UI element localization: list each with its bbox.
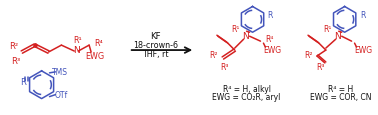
Text: R: R xyxy=(360,11,365,20)
Text: R¹: R¹ xyxy=(73,35,82,44)
Text: R¹: R¹ xyxy=(232,25,240,33)
Text: R: R xyxy=(20,78,26,86)
Text: N: N xyxy=(242,31,249,40)
Text: TMS: TMS xyxy=(53,68,68,77)
Text: R⁴ = H: R⁴ = H xyxy=(328,84,353,93)
Text: R²: R² xyxy=(9,41,19,50)
Text: R²: R² xyxy=(304,50,312,59)
Text: R⁴ = H, alkyl: R⁴ = H, alkyl xyxy=(223,84,271,93)
Text: EWG = COR, CN: EWG = COR, CN xyxy=(310,92,372,101)
Text: KF: KF xyxy=(150,31,161,40)
Text: EWG: EWG xyxy=(85,51,105,60)
Text: R⁴: R⁴ xyxy=(94,38,104,47)
Text: THF, rt: THF, rt xyxy=(142,49,169,58)
Text: R²: R² xyxy=(210,50,218,59)
Text: EWG: EWG xyxy=(355,45,373,54)
Text: R³: R³ xyxy=(11,57,20,66)
Text: R: R xyxy=(268,11,273,20)
Text: N: N xyxy=(335,31,341,40)
Text: OTf: OTf xyxy=(55,90,68,99)
Text: R³: R³ xyxy=(317,63,325,72)
Text: R³: R³ xyxy=(221,63,229,72)
Text: N: N xyxy=(73,45,80,54)
Text: R⁴: R⁴ xyxy=(265,34,274,43)
Text: EWG: EWG xyxy=(263,45,282,54)
Text: R¹: R¹ xyxy=(324,25,332,33)
Text: 18-crown-6: 18-crown-6 xyxy=(133,40,178,49)
Text: EWG = CO₂R, aryl: EWG = CO₂R, aryl xyxy=(212,92,281,101)
